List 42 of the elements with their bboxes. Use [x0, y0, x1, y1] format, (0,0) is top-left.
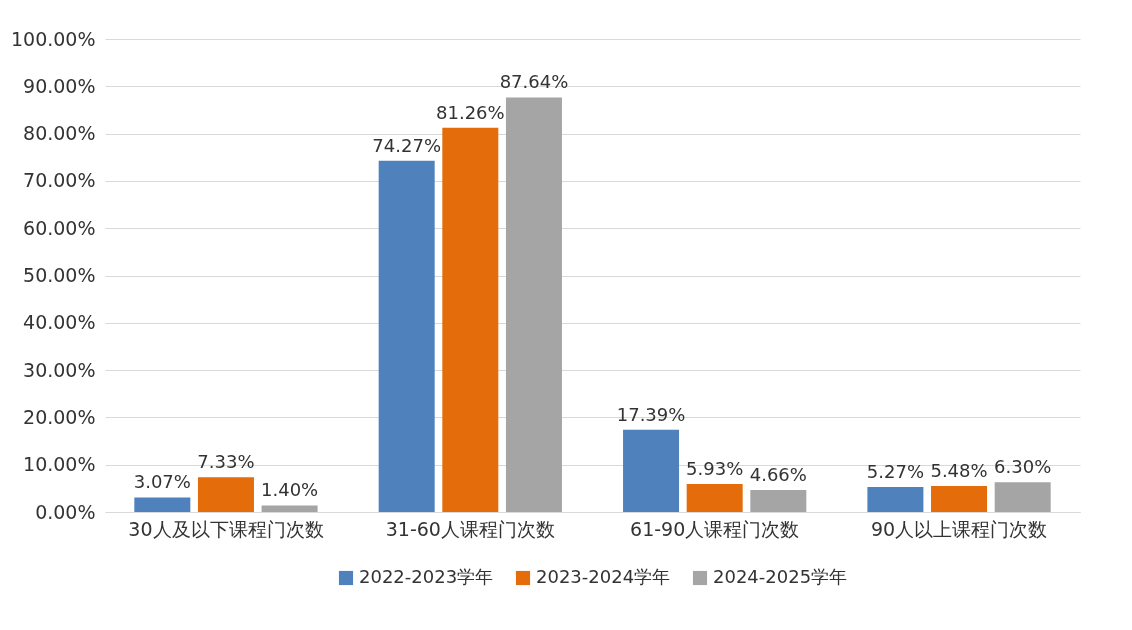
data-label: 3.07% — [133, 471, 191, 493]
data-label: 5.48% — [930, 460, 988, 482]
bar — [686, 483, 743, 512]
y-tick-label: 50.00% — [23, 264, 96, 286]
y-tick-label: 0.00% — [35, 500, 96, 523]
bar — [197, 477, 254, 512]
y-tick-label: 40.00% — [23, 311, 96, 334]
bar — [623, 429, 680, 512]
bar — [505, 97, 562, 512]
data-label: 74.27% — [372, 134, 441, 156]
data-label: 7.33% — [197, 451, 255, 473]
x-tick-label: 90人以上课程门次数 — [870, 517, 1048, 540]
bar — [261, 505, 318, 512]
bar — [994, 482, 1051, 512]
y-tick-label: 10.00% — [23, 453, 96, 476]
bar — [134, 497, 191, 512]
data-label: 5.27% — [866, 461, 924, 483]
y-tick-label: 20.00% — [23, 405, 96, 428]
data-label: 6.30% — [994, 456, 1052, 478]
bar — [867, 487, 924, 512]
legend-label: 2022-2023学年 — [359, 566, 494, 587]
data-label: 17.39% — [616, 403, 686, 425]
legend-label: 2023-2024学年 — [536, 566, 671, 587]
data-label: 87.64% — [499, 71, 569, 93]
data-label: 1.40% — [261, 479, 319, 501]
y-tick-label: 80.00% — [23, 122, 96, 145]
x-tick-label: 61-90人课程门次数 — [630, 517, 800, 540]
y-tick-label: 60.00% — [23, 216, 96, 239]
legend-label: 2024-2025学年 — [713, 566, 848, 587]
data-label: 5.93% — [686, 457, 744, 479]
y-tick-label: 90.00% — [23, 74, 96, 97]
bar — [442, 127, 499, 512]
x-tick-label: 30人及以下课程门次数 — [128, 517, 324, 540]
y-tick-label: 30.00% — [23, 358, 96, 381]
bar — [378, 160, 435, 512]
bar — [750, 489, 807, 512]
x-tick-label: 31-60人课程门次数 — [385, 517, 555, 540]
y-tick-label: 70.00% — [23, 169, 96, 192]
y-tick-label: 100.00% — [10, 27, 96, 50]
bar — [931, 486, 988, 512]
data-label: 81.26% — [436, 101, 505, 123]
data-label: 4.66% — [749, 463, 807, 485]
